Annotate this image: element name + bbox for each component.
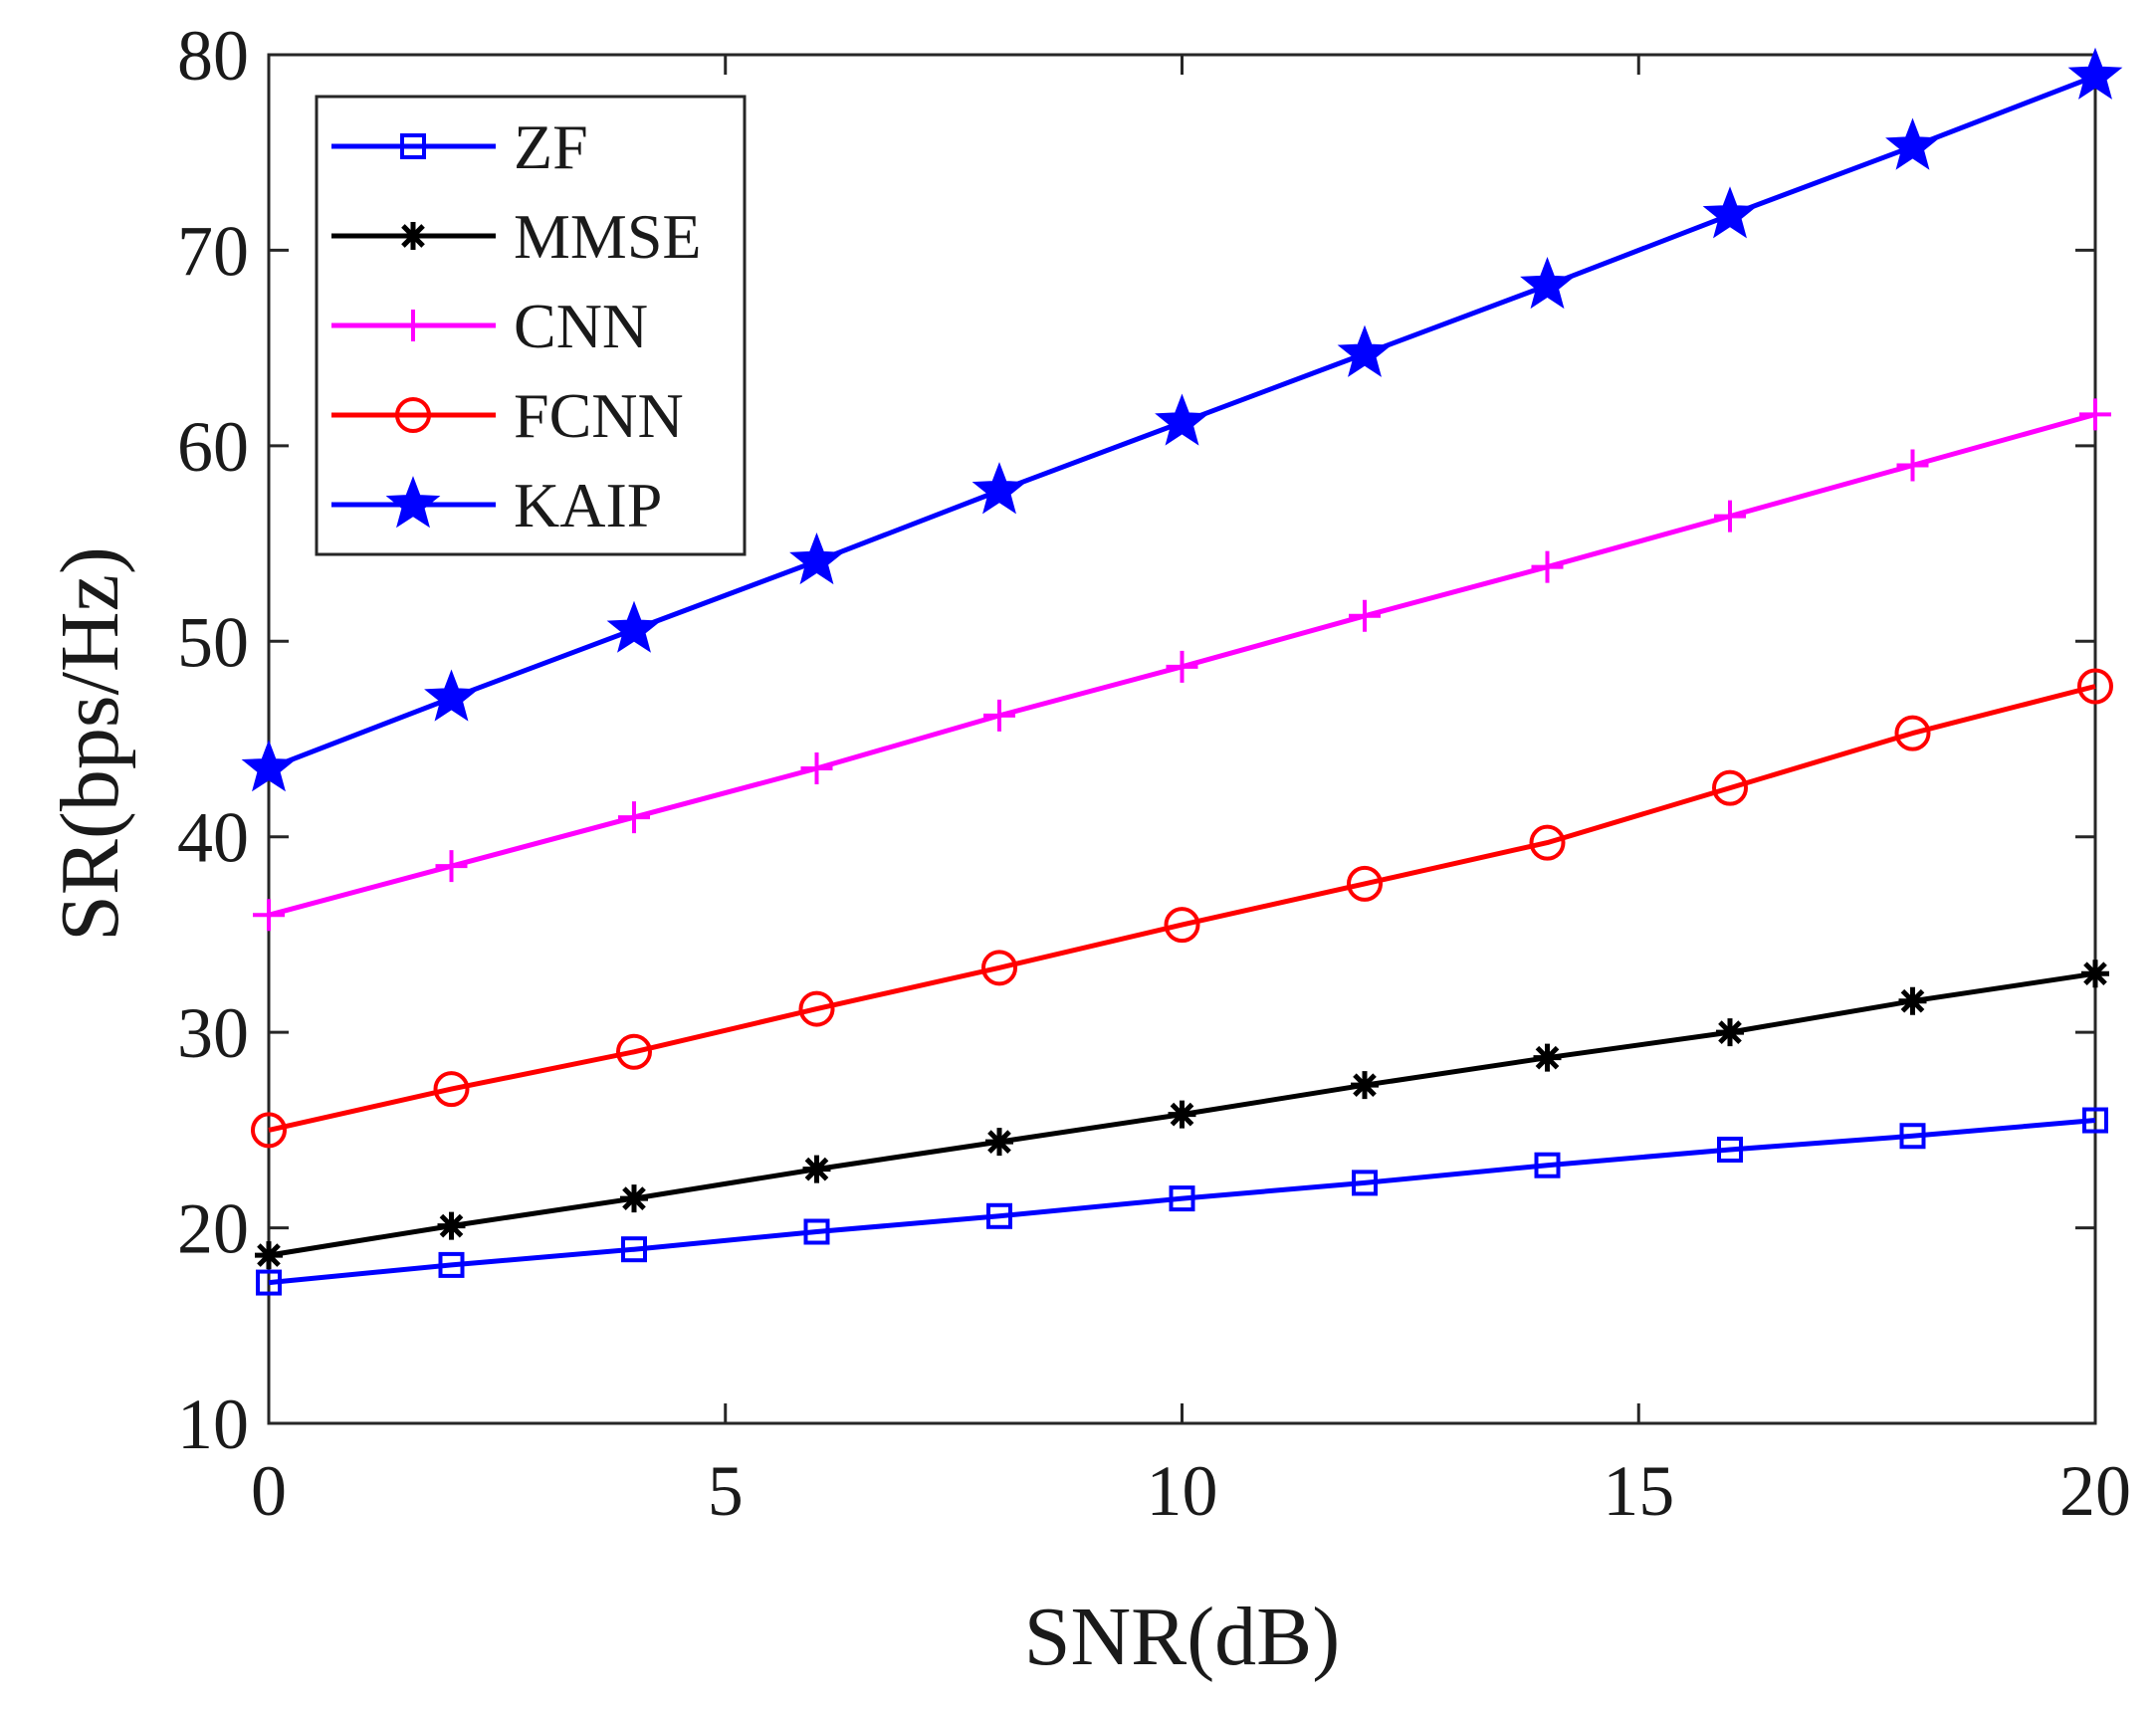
data-point-fcnn [616,1033,652,1070]
series-zf [256,1107,2108,1296]
data-point-mmse [1898,986,1927,1015]
x-tick-label: 0 [251,1451,287,1531]
data-point-zf [256,1269,282,1296]
data-point-mmse [802,1155,831,1183]
legend-marker-kaip [385,476,441,529]
y-tick-label: 70 [177,211,249,291]
data-point-cnn [1531,550,1564,583]
data-point-kaip [1702,186,1758,239]
data-point-mmse [985,1128,1013,1157]
data-point-zf [803,1218,830,1245]
data-point-mmse [2081,960,2109,988]
data-point-mmse [1168,1100,1196,1129]
legend-item-kaip: KAIP [331,470,662,540]
series-cnn [253,398,2111,932]
data-point-cnn [983,699,1015,732]
tick-labels: 0 5 10 15 20 10 20 30 40 50 60 70 80 [177,16,2131,1531]
data-point-kaip [606,600,662,653]
x-tick-label: 5 [708,1451,744,1531]
x-tick-label: 20 [2059,1451,2131,1531]
series-line-fcnn [268,684,2096,1133]
data-point-fcnn [2077,668,2113,705]
data-point-fcnn [433,1071,470,1108]
data-point-mmse [620,1184,648,1213]
y-tick-label: 60 [177,407,249,487]
series-mmse [255,960,2109,1270]
legend-label-fcnn: FCNN [514,380,684,451]
y-tick-label: 30 [177,993,249,1073]
data-point-cnn [435,850,468,883]
legend-marker-cnn [397,310,429,341]
data-point-zf [1534,1152,1561,1178]
data-point-kaip [424,669,479,722]
y-axis-title: SR(bps/Hz) [44,546,136,942]
y-tick-label: 10 [177,1385,249,1464]
data-point-kaip [241,740,297,792]
legend-label-cnn: CNN [514,291,648,361]
data-point-zf [438,1251,465,1278]
data-point-mmse [437,1211,466,1240]
data-point-mmse [1716,1018,1744,1047]
data-point-cnn [1714,500,1746,533]
data-point-cnn [618,801,650,834]
data-point-kaip [971,462,1027,515]
legend-label-kaip: KAIP [514,470,662,540]
data-point-kaip [1885,117,1940,170]
legend-box [315,95,747,556]
x-axis-title: SNR(dB) [1024,1591,1340,1683]
data-point-fcnn [981,950,1017,986]
series-line-zf [268,1118,2096,1286]
data-point-fcnn [1529,824,1566,861]
data-point-zf [1352,1170,1378,1196]
data-point-fcnn [1347,865,1383,902]
x-tick-label: 15 [1603,1451,1674,1531]
legend-item-zf: ZF [331,111,588,182]
data-point-fcnn [798,990,835,1027]
data-point-fcnn [1712,769,1748,806]
data-point-zf [1717,1137,1743,1163]
y-tick-label: 20 [177,1189,249,1269]
data-point-cnn [253,899,285,932]
data-point-kaip [1155,393,1209,446]
x-tick-label: 10 [1147,1451,1218,1531]
data-point-mmse [1351,1071,1379,1100]
legend-item-fcnn: FCNN [331,380,684,451]
data-point-cnn [1349,599,1381,632]
data-point-zf [1169,1185,1195,1212]
legend-label-zf: ZF [514,111,588,182]
data-point-cnn [2079,398,2111,431]
data-point-kaip [789,532,844,585]
legend-item-cnn: CNN [331,291,648,361]
data-point-cnn [800,751,833,784]
legend-marker-fcnn [395,397,431,433]
y-tick-label: 40 [177,798,249,878]
y-tick-label: 50 [177,602,249,682]
data-point-kaip [1520,256,1575,310]
legend-marker-zf [400,133,426,159]
plot-series [241,47,2123,1296]
data-point-zf [621,1236,647,1263]
legend-marker-mmse [399,222,427,250]
legend: ZF MMSE CNN FCNN KAIP [315,95,747,556]
y-tick-label: 80 [177,16,249,96]
data-point-zf [986,1202,1012,1229]
data-point-kaip [2067,47,2123,100]
legend-label-mmse: MMSE [514,201,702,272]
data-point-kaip [1337,324,1393,377]
data-point-fcnn [1164,907,1200,944]
data-point-zf [1899,1123,1926,1150]
data-point-zf [2082,1107,2108,1134]
data-point-mmse [255,1241,283,1270]
data-point-fcnn [1894,715,1931,751]
data-point-cnn [1896,449,1929,482]
data-point-mmse [1533,1043,1562,1072]
data-point-fcnn [251,1112,287,1149]
legend-item-mmse: MMSE [331,201,702,272]
series-fcnn [251,668,2113,1149]
data-point-cnn [1166,650,1198,683]
series-kaip [241,47,2123,792]
